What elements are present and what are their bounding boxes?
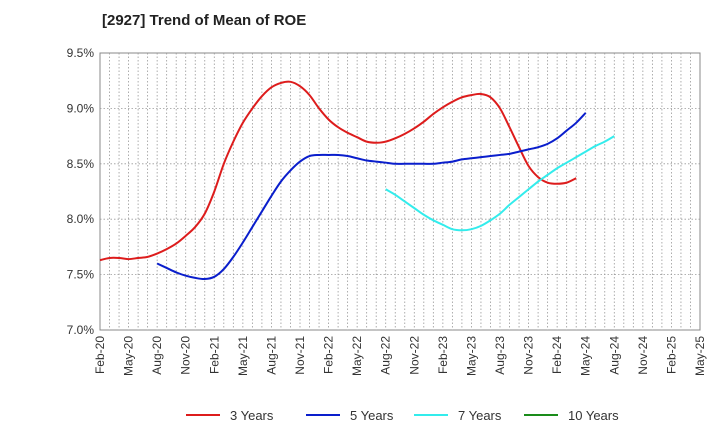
x-tick-label: May-24 bbox=[579, 336, 593, 376]
x-tick-label: Aug-22 bbox=[379, 336, 393, 375]
x-tick-label: Feb-22 bbox=[322, 336, 336, 374]
y-tick-label: 9.0% bbox=[67, 101, 95, 115]
grid-lines bbox=[100, 53, 700, 330]
legend-item: 5 Years bbox=[306, 404, 393, 426]
legend-label: 10 Years bbox=[568, 407, 619, 423]
legend-label: 7 Years bbox=[458, 407, 502, 423]
y-tick-label: 9.5% bbox=[67, 46, 95, 60]
legend-swatch bbox=[524, 414, 558, 416]
x-tick-label: Nov-24 bbox=[636, 336, 650, 375]
legend-swatch bbox=[306, 414, 340, 416]
legend-label: 3 Years bbox=[230, 407, 274, 423]
x-tick-label: Feb-20 bbox=[93, 336, 107, 374]
series-line-7-years bbox=[385, 135, 615, 232]
x-tick-label: Aug-23 bbox=[493, 336, 507, 375]
legend-swatch bbox=[186, 414, 220, 416]
y-tick-label: 8.0% bbox=[67, 212, 95, 226]
x-tick-label: Nov-21 bbox=[293, 336, 307, 375]
legend-item: 10 Years bbox=[524, 404, 619, 426]
x-tick-label: May-20 bbox=[122, 336, 136, 376]
chart-title: [2927] Trend of Mean of ROE bbox=[102, 12, 307, 29]
y-axis-tick-labels: 7.0% 7.5% 8.0% 8.5% 9.0% 9.5% bbox=[67, 46, 95, 337]
x-tick-label: Aug-20 bbox=[150, 336, 164, 375]
legend-swatch bbox=[414, 414, 448, 416]
plot-area bbox=[99, 52, 701, 331]
legend-item: 7 Years bbox=[414, 404, 501, 426]
x-tick-label: Feb-23 bbox=[436, 336, 450, 374]
series-line-3-years bbox=[99, 80, 577, 262]
x-tick-label: Feb-25 bbox=[664, 336, 678, 374]
x-tick-label: May-22 bbox=[350, 336, 364, 376]
legend-item: 3 Years bbox=[186, 404, 273, 426]
y-tick-label: 7.0% bbox=[67, 323, 95, 337]
y-tick-label: 8.5% bbox=[67, 157, 95, 171]
x-tick-label: Nov-23 bbox=[522, 336, 536, 375]
x-tick-label: Feb-24 bbox=[550, 336, 564, 374]
legend: 3 Years 5 Years 7 Years 10 Years bbox=[0, 404, 720, 426]
x-tick-label: May-21 bbox=[236, 336, 250, 376]
legend-label: 5 Years bbox=[350, 407, 394, 423]
line-chart: 7.0% 7.5% 8.0% 8.5% 9.0% 9.5% Feb-20 May-20 Aug… bbox=[67, 46, 707, 376]
x-tick-label: Aug-21 bbox=[264, 336, 278, 375]
x-axis-tick-labels: Feb-20 May-20 Aug-20 Nov-20 Feb-21 May-21 Aug-… bbox=[93, 336, 707, 376]
x-tick-label: May-23 bbox=[464, 336, 478, 376]
x-tick-label: Aug-24 bbox=[607, 336, 621, 375]
x-tick-label: Nov-20 bbox=[179, 336, 193, 375]
x-tick-label: Nov-22 bbox=[407, 336, 421, 375]
series-lines bbox=[99, 80, 615, 281]
series-line-5-years bbox=[156, 112, 587, 281]
y-tick-label: 7.5% bbox=[67, 268, 95, 282]
x-tick-label: May-25 bbox=[693, 336, 707, 376]
x-tick-label: Feb-21 bbox=[207, 336, 221, 374]
